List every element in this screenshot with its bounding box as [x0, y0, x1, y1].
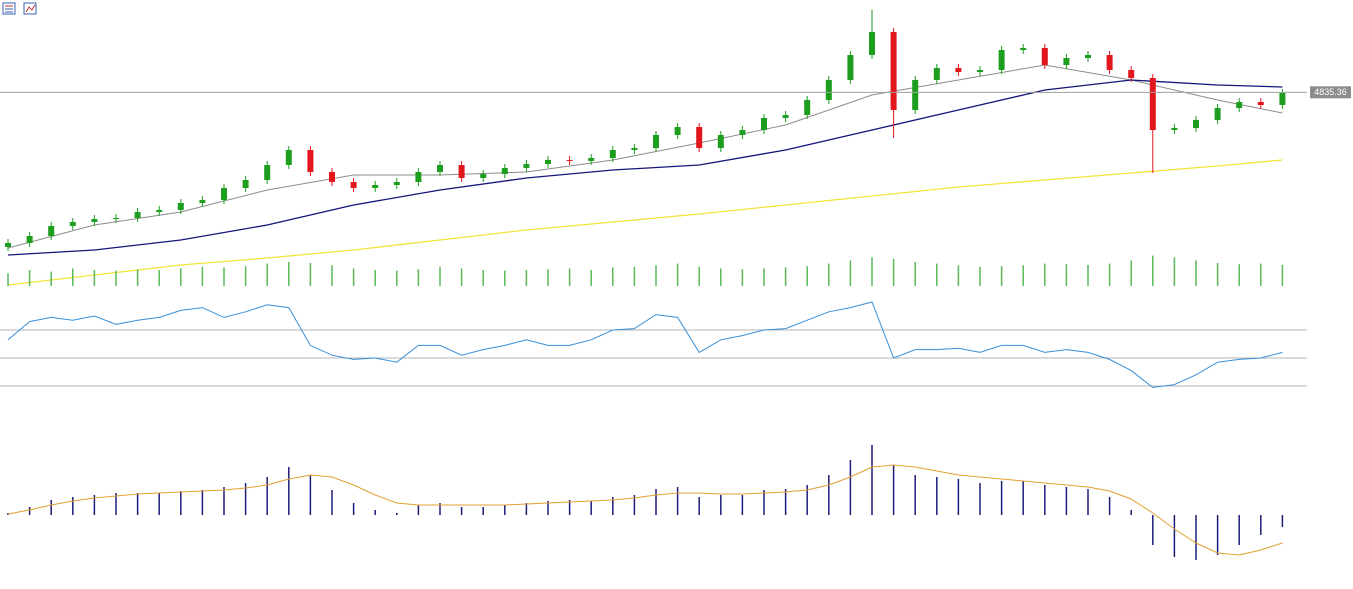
- candle-body: [955, 68, 962, 72]
- toolbar-icons[interactable]: [2, 2, 37, 15]
- candle-body: [1085, 55, 1091, 58]
- candle-body: [1020, 48, 1027, 50]
- candle-body: [69, 222, 76, 226]
- candle-body: [221, 188, 227, 200]
- candle-body: [782, 115, 789, 118]
- candle-body: [761, 118, 767, 130]
- candle-body: [264, 165, 271, 180]
- candle-body: [933, 68, 940, 80]
- candle-body: [134, 212, 141, 218]
- candle-body: [393, 182, 400, 185]
- candle-body: [26, 236, 33, 243]
- candle-body: [847, 55, 854, 80]
- candle-body: [415, 172, 422, 182]
- candle-body: [1193, 120, 1199, 128]
- candle-body: [631, 148, 638, 150]
- candle-body: [998, 50, 1005, 70]
- moving-average: [7, 79, 1283, 256]
- candle-body: [696, 127, 703, 148]
- candle-body: [91, 219, 98, 222]
- candle-body: [653, 135, 659, 148]
- price-tag-bg: [1310, 86, 1351, 99]
- candle-body: [1106, 55, 1113, 70]
- candle-body: [825, 80, 832, 100]
- candle-body: [307, 150, 314, 172]
- candle-body: [437, 165, 443, 172]
- candle-body: [156, 210, 163, 212]
- candle-body: [674, 127, 681, 135]
- candle-body: [1279, 93, 1286, 105]
- candle-body: [1128, 70, 1135, 78]
- candle-body: [1149, 78, 1156, 130]
- candle-body: [869, 32, 875, 55]
- candle-body: [588, 158, 595, 161]
- moving-average: [7, 159, 1283, 286]
- candle-body: [566, 160, 573, 161]
- candle-body: [804, 100, 811, 115]
- candle-body: [350, 182, 357, 188]
- candle-body: [372, 185, 379, 188]
- candle-body: [242, 180, 249, 188]
- candle-body: [48, 226, 55, 236]
- candle-body: [977, 70, 983, 72]
- price-tag: 4835.36: [1314, 87, 1347, 97]
- candle-body: [113, 218, 119, 219]
- candle-body: [1063, 58, 1070, 65]
- candle-body: [5, 243, 11, 247]
- candle-body: [1236, 102, 1243, 108]
- candle-body: [1257, 102, 1264, 105]
- candle-body: [545, 160, 551, 164]
- candle-body: [501, 168, 508, 174]
- candle-body: [285, 150, 292, 165]
- signal-line: [7, 464, 1283, 556]
- candle-body: [523, 164, 530, 168]
- candle-body: [329, 172, 335, 182]
- candle-body: [1214, 108, 1221, 120]
- candle-body: [458, 165, 465, 178]
- candle-body: [1041, 48, 1048, 65]
- candle-body: [717, 135, 724, 148]
- icon-line: [25, 4, 36, 13]
- candle-body: [609, 150, 616, 158]
- rsi-line: [7, 301, 1283, 388]
- candle-body: [1171, 128, 1178, 130]
- candle-body: [177, 203, 184, 210]
- candle-body: [739, 130, 746, 135]
- candle-body: [480, 174, 487, 178]
- candle-body: [199, 200, 206, 203]
- candle-body: [912, 80, 919, 110]
- candle-body: [890, 32, 897, 110]
